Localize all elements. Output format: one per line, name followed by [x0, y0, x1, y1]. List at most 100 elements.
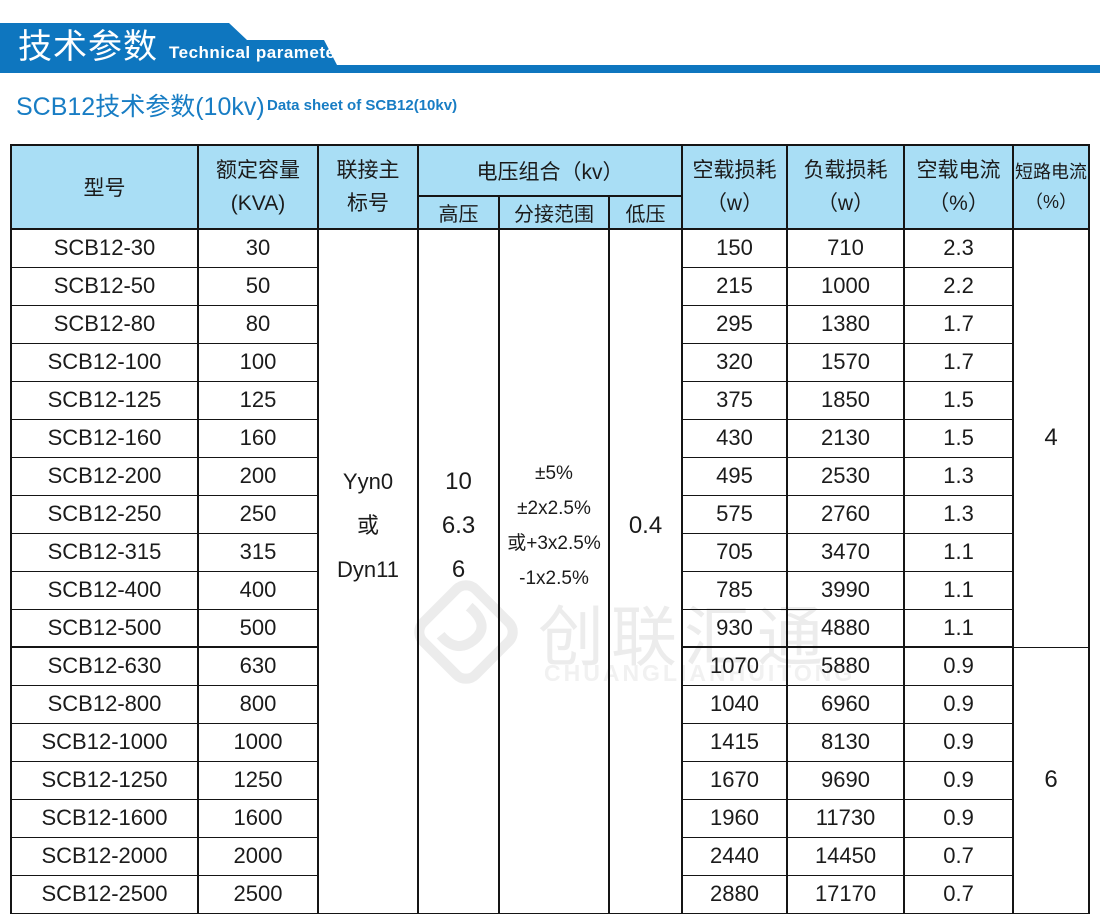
merged-cell-line: 6 — [451, 556, 466, 584]
col-header-no-load-current: 空载电流 （%） — [903, 144, 1015, 230]
capacity-cell: 160 — [197, 418, 319, 458]
model-cell: SCB12-125 — [10, 380, 199, 420]
capacity-cell: 1000 — [197, 722, 319, 762]
short-circuit-merged-cell: 6 — [1012, 646, 1091, 914]
col-header-lv: 低压 — [607, 195, 684, 230]
model-cell: SCB12-250 — [10, 494, 199, 534]
load-loss-cell: 2760 — [786, 494, 906, 534]
header-row-1: 型号 额定容量 (KVA) 联接主 标号 电压组合（kv） 空载损耗 （w） 负… — [10, 144, 1091, 230]
no-load-loss-cell: 150 — [681, 228, 789, 268]
no-load-loss-cell: 495 — [681, 456, 789, 496]
table-row: SCB12-50 50 215 1000 2.2 — [10, 266, 1089, 306]
no-load-loss-cell: 295 — [681, 304, 789, 344]
load-loss-cell: 8130 — [786, 722, 906, 762]
model-cell: SCB12-1000 — [10, 722, 199, 762]
no-load-loss-cell: 2440 — [681, 836, 789, 876]
model-cell: SCB12-315 — [10, 532, 199, 572]
load-loss-cell: 11730 — [786, 798, 906, 838]
header-line: 短路电流 — [1015, 162, 1088, 182]
no-load-current-cell: 0.9 — [903, 722, 1015, 762]
spec-table-header: 型号 额定容量 (KVA) 联接主 标号 电压组合（kv） 空载损耗 （w） 负… — [10, 144, 1091, 230]
load-loss-cell: 2530 — [786, 456, 906, 496]
banner-subtitle: Technical parameter — [169, 43, 343, 62]
header-line: 额定容量 — [216, 159, 300, 182]
load-loss-cell: 3470 — [786, 532, 906, 572]
section-title-en: Data sheet of SCB12(10kv) — [267, 97, 458, 114]
model-cell: SCB12-30 — [10, 228, 199, 268]
no-load-current-cell: 1.1 — [903, 532, 1015, 572]
load-loss-cell: 6960 — [786, 684, 906, 724]
header-line: （%） — [1025, 192, 1078, 212]
capacity-cell: 80 — [197, 304, 319, 344]
header-line: 负载损耗 — [803, 159, 888, 182]
no-load-current-cell: 1.3 — [903, 456, 1015, 496]
table-row: SCB12-500 500 930 4880 1.1 — [10, 608, 1089, 648]
capacity-cell: 630 — [197, 646, 319, 686]
capacity-cell: 1250 — [197, 760, 319, 800]
table-row: SCB12-1600 1600 1960 11730 0.9 — [10, 798, 1089, 838]
col-header-load-loss: 负载损耗 （w） — [786, 144, 906, 230]
table-row: SCB12-1000 1000 1415 8130 0.9 — [10, 722, 1089, 762]
model-cell: SCB12-2000 — [10, 836, 199, 876]
no-load-loss-cell: 1415 — [681, 722, 789, 762]
no-load-loss-cell: 2880 — [681, 874, 789, 914]
merged-cell-line: Dyn11 — [337, 557, 399, 583]
no-load-current-cell: 2.3 — [903, 228, 1015, 268]
hv-merged-cell: 10 6.3 6 — [417, 228, 500, 914]
load-loss-cell: 2130 — [786, 418, 906, 458]
merged-cell-line: -1x2.5% — [519, 568, 589, 590]
model-cell: SCB12-500 — [10, 608, 199, 648]
table-row: SCB12-30 30 Yyn0 或 Dyn11 10 6.3 6 ±5% ±2x2.5% 或+3x… — [10, 228, 1091, 914]
capacity-cell: 200 — [197, 456, 319, 496]
capacity-cell: 800 — [197, 684, 319, 724]
table-row: SCB12-400 400 785 3990 1.1 — [10, 570, 1089, 610]
header-line: （%） — [928, 192, 989, 215]
table-row: SCB12-2000 2000 2440 14450 0.7 — [10, 836, 1089, 876]
col-header-model: 型号 — [10, 144, 199, 230]
table-row: SCB12-2500 2500 2880 17170 0.7 — [10, 874, 1089, 914]
no-load-loss-cell: 430 — [681, 418, 789, 458]
load-loss-cell: 1850 — [786, 380, 906, 420]
model-cell: SCB12-800 — [10, 684, 199, 724]
header-line: 空载电流 — [916, 159, 1001, 182]
no-load-current-cell: 1.7 — [903, 342, 1015, 382]
capacity-cell: 2500 — [197, 874, 319, 914]
no-load-current-cell: 0.9 — [903, 798, 1015, 838]
capacity-cell: 400 — [197, 570, 319, 610]
header-line: 标号 — [347, 192, 389, 215]
capacity-cell: 250 — [197, 494, 319, 534]
capacity-cell: 30 — [197, 228, 319, 268]
header-line: 联接主 — [336, 159, 400, 182]
no-load-loss-cell: 785 — [681, 570, 789, 610]
capacity-cell: 125 — [197, 380, 319, 420]
col-header-connection: 联接主 标号 — [317, 144, 419, 230]
model-cell: SCB12-200 — [10, 456, 199, 496]
model-cell: SCB12-100 — [10, 342, 199, 382]
merged-cell-line: ±5% — [535, 463, 573, 485]
no-load-current-cell: 0.9 — [903, 684, 1015, 724]
banner-ribbon — [0, 23, 1100, 73]
no-load-loss-cell: 930 — [681, 608, 789, 648]
table-row: SCB12-250 250 575 2760 1.3 — [10, 494, 1089, 534]
no-load-current-cell: 0.7 — [903, 874, 1015, 914]
header-line: （w） — [816, 192, 875, 215]
tap-range-merged-cell: ±5% ±2x2.5% 或+3x2.5% -1x2.5% — [498, 228, 610, 914]
col-header-no-load-loss: 空载损耗 （w） — [681, 144, 789, 230]
load-loss-cell: 710 — [786, 228, 906, 268]
col-header-voltage-group: 电压组合（kv） — [416, 144, 684, 197]
header-line: (KVA) — [230, 192, 286, 215]
no-load-loss-cell: 375 — [681, 380, 789, 420]
no-load-current-cell: 0.9 — [903, 760, 1015, 800]
table-row: SCB12-800 800 1040 6960 0.9 — [10, 684, 1089, 724]
load-loss-cell: 1000 — [786, 266, 906, 306]
no-load-loss-cell: 1670 — [681, 760, 789, 800]
col-header-tap-range: 分接范围 — [498, 195, 610, 230]
no-load-loss-cell: 320 — [681, 342, 789, 382]
no-load-loss-cell: 215 — [681, 266, 789, 306]
col-header-capacity: 额定容量 (KVA) — [197, 144, 319, 230]
model-cell: SCB12-160 — [10, 418, 199, 458]
banner-title: 技术参数 — [18, 28, 158, 66]
load-loss-cell: 1570 — [786, 342, 906, 382]
model-cell: SCB12-1250 — [10, 760, 199, 800]
